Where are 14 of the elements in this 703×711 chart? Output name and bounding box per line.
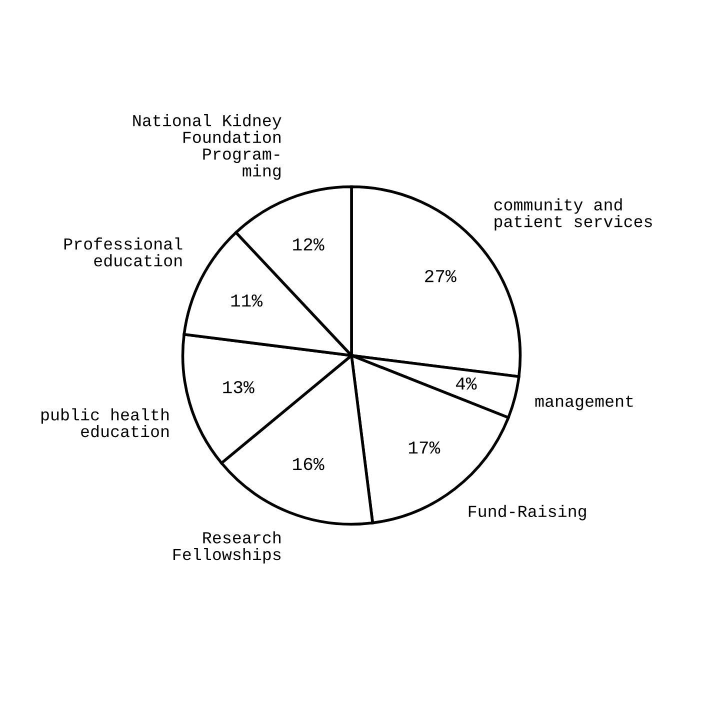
data-label: 17% [408, 441, 440, 454]
slice-label: Fund-Raising [468, 504, 586, 520]
slice-label: Research Fellowships [173, 531, 281, 564]
data-label: 4% [456, 378, 477, 390]
slice-label: management [535, 396, 633, 410]
data-label: 12% [293, 238, 324, 250]
data-label: 11% [231, 294, 263, 307]
slice-label: community and patient services [494, 198, 652, 231]
data-label: 16% [293, 458, 324, 470]
slice-label: Professional education [64, 237, 182, 266]
slice-label: National Kidney Foundation Program- ming [133, 114, 282, 180]
data-label: 27% [425, 270, 456, 282]
data-label: 13% [223, 381, 254, 394]
slice-label: public health education [41, 408, 169, 438]
